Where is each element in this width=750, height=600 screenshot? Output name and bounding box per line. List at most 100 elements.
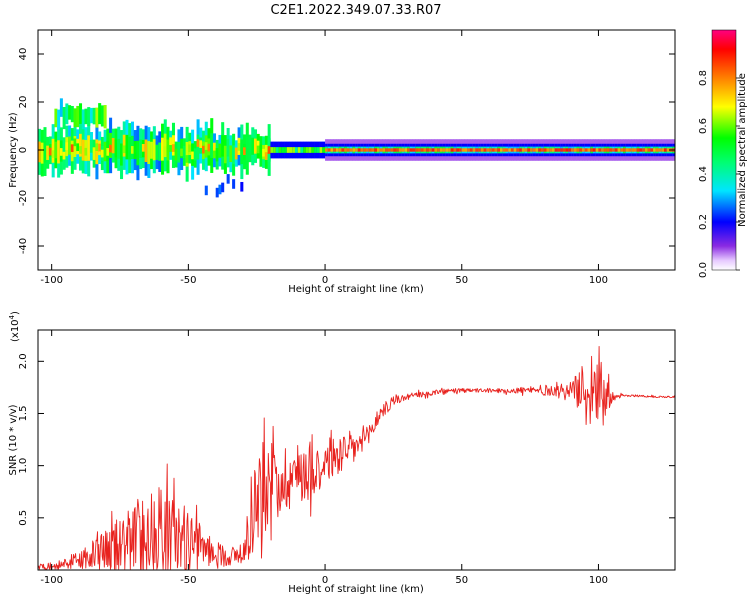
x-tick-label: 0 — [322, 275, 328, 286]
spectrogram-cell — [385, 148, 389, 152]
spectrogram-cell — [322, 147, 326, 153]
spectrogram-cell — [371, 148, 375, 152]
spectrogram-cell — [535, 148, 539, 152]
spectrogram-ticks: -100 -50 0 50 100 -40 -20 0 20 40 — [18, 30, 675, 286]
colorbar-label: Normalized spectral amplitude — [737, 73, 748, 227]
spectrogram-cell — [256, 145, 260, 154]
spectrogram-cell — [191, 151, 195, 160]
spectrogram-cell — [426, 148, 430, 152]
colorbar-tick-label: 0.2 — [698, 214, 709, 230]
spectrogram-cell — [169, 138, 173, 152]
y-tick-label: 1.5 — [18, 406, 29, 422]
spectrogram-cell — [232, 145, 236, 165]
x-tick-label: 50 — [455, 575, 468, 586]
spectrogram-cell — [390, 148, 394, 152]
spectrogram-cell — [65, 103, 69, 125]
spectrogram-cell — [644, 148, 648, 152]
spectrogram-cell — [292, 147, 296, 153]
snr-panel: -100 -50 0 50 100 0.5 1.0 1.5 2.0 Height of stra… — [8, 311, 676, 595]
spectrogram-cell — [420, 148, 424, 152]
spectrogram-cell — [76, 143, 80, 152]
spectrogram-cell — [204, 185, 208, 196]
spectrogram-cell — [180, 138, 184, 159]
spectrogram-cell — [57, 140, 61, 164]
spectrogram-cell — [461, 148, 465, 152]
spectrogram-cell — [592, 148, 597, 152]
spectrogram-cell — [103, 141, 107, 162]
spectrogram-cell — [68, 136, 72, 155]
spectrogram-cell — [407, 148, 411, 152]
spectrogram-panel: -100 -50 0 50 100 -40 -20 0 20 40 Height of strai… — [8, 29, 676, 295]
spectrogram-cell — [475, 148, 479, 152]
spectrogram-cell — [472, 148, 476, 152]
spectrogram-cell — [73, 138, 77, 147]
spectrogram-cell — [584, 148, 588, 152]
spectrogram-cell — [642, 148, 646, 152]
spectrogram-cell — [560, 148, 564, 152]
spectrogram-cell — [527, 148, 531, 152]
spectrogram-cell — [43, 140, 47, 163]
spectrogram-cell — [237, 143, 241, 151]
spectrogram-cell — [289, 147, 293, 153]
spectrogram-cell — [541, 148, 545, 152]
spectrogram-cell — [612, 148, 616, 152]
x-tick-label: -50 — [180, 275, 196, 286]
colorbar-tick-label: 0.8 — [698, 70, 709, 86]
spectrogram-cell — [155, 144, 159, 160]
spectrogram-cell — [147, 141, 151, 164]
spectrogram-cell — [232, 179, 236, 189]
spectrogram-cell — [243, 147, 247, 155]
spectrogram-cell — [70, 144, 74, 152]
spectrogram-cell — [215, 148, 219, 162]
spectrogram-cell — [245, 137, 249, 161]
spectrogram-cell — [144, 139, 148, 163]
spectrogram-cell — [196, 139, 200, 147]
spectrogram-cell — [450, 148, 454, 152]
x-tick-label: 50 — [455, 275, 468, 286]
spectrogram-cell — [79, 103, 83, 124]
colorbar-tick-label: 0.6 — [698, 118, 709, 134]
spectrogram-cell — [325, 148, 329, 152]
spectrogram-cell — [625, 148, 629, 152]
spectrogram-cell — [229, 145, 233, 163]
spectrogram-cell — [355, 148, 359, 152]
spectrogram-cell — [68, 105, 72, 120]
spectrogram-cell — [664, 148, 668, 152]
spectrogram-cell — [341, 148, 345, 152]
spectrogram-cell — [538, 148, 542, 152]
spectrogram-cell — [374, 148, 378, 152]
spectrogram-cell — [95, 139, 99, 165]
spectrogram-cell — [161, 137, 165, 161]
spectrogram-cell — [489, 148, 493, 152]
spectrogram-cell — [193, 148, 197, 161]
spectrogram-cell — [92, 147, 96, 160]
spectrogram-cell — [46, 145, 50, 160]
spectrogram-cell — [661, 148, 665, 152]
spectrogram-cell — [226, 138, 230, 157]
spectrogram-cell — [549, 148, 553, 152]
x-tick-label: 100 — [589, 575, 608, 586]
spectrogram-cell — [655, 148, 659, 152]
spectrogram-cell — [259, 144, 263, 159]
spectrogram-cell — [273, 147, 277, 153]
spectrogram-cell — [431, 148, 435, 152]
spectrogram-cell — [54, 141, 58, 159]
y-tick-label: 2.0 — [18, 353, 29, 369]
colorbar-ticks: 0.0 0.2 0.4 0.6 0.8 — [698, 70, 740, 278]
spectrogram-cell — [275, 147, 279, 153]
spectrogram-cell — [398, 148, 402, 152]
spectrogram-cell — [497, 148, 501, 152]
colorbar-frame — [711, 29, 737, 271]
spectrogram-cell — [333, 148, 337, 152]
spectrogram-cell — [401, 148, 405, 152]
spectrogram-cell — [262, 148, 266, 157]
spectrogram-cell — [248, 142, 252, 155]
spectrogram-cell — [491, 148, 495, 152]
spectrogram-cell — [464, 148, 468, 152]
spectrogram-cell — [54, 108, 58, 128]
spectrogram-cell — [387, 148, 391, 152]
spectrogram-cell — [330, 148, 334, 152]
spectrogram-cell — [81, 109, 85, 130]
spectrogram-cell — [199, 140, 203, 148]
spectrogram-cell — [480, 148, 484, 152]
